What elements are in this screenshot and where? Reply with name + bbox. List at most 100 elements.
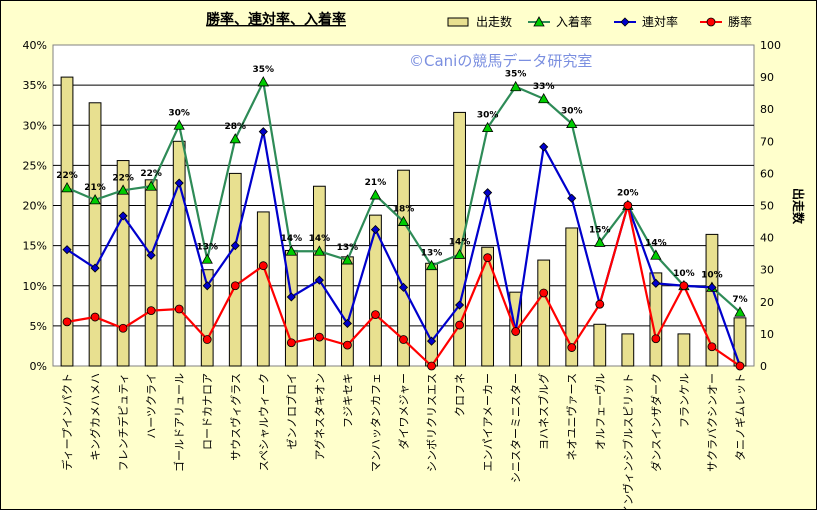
right-tick-label: 90 bbox=[760, 71, 774, 84]
line-point bbox=[734, 306, 746, 317]
left-tick-label: 15% bbox=[23, 240, 47, 253]
x-tick-label: スペシャルウィーク bbox=[257, 373, 270, 471]
line-point bbox=[174, 178, 184, 188]
right-axis-ticks: 0 10 20 30 40 50 60 70 80 90 100 bbox=[760, 39, 781, 373]
line-point bbox=[453, 248, 466, 259]
bar bbox=[144, 179, 158, 367]
data-label: 14% bbox=[449, 237, 471, 247]
x-tick-label: フジキセキ bbox=[341, 373, 354, 428]
data-label: 21% bbox=[84, 183, 106, 193]
left-axis-ticks: 0% 5% 10% 15% 20% 25% 30% 35% 40% bbox=[23, 39, 47, 373]
x-tick-label: フランケル bbox=[678, 373, 691, 428]
data-label: 20% bbox=[617, 189, 639, 199]
line-point bbox=[202, 335, 212, 344]
data-label: 28% bbox=[224, 122, 246, 132]
x-tick-label: アグネスタキオン bbox=[312, 373, 326, 460]
bar bbox=[256, 211, 270, 367]
chart-title: 勝率、連対率、入着率 bbox=[206, 11, 346, 28]
data-label: 30% bbox=[561, 107, 583, 117]
data-label: 14% bbox=[645, 238, 667, 248]
x-tick-label: ゴールドアリュール bbox=[172, 373, 186, 472]
left-tick-label: 20% bbox=[23, 200, 47, 213]
line-point bbox=[285, 245, 298, 256]
left-tick-label: 0% bbox=[30, 360, 47, 373]
grid bbox=[53, 84, 754, 327]
line-point bbox=[118, 323, 128, 333]
line-point bbox=[118, 211, 128, 221]
line-point bbox=[455, 320, 464, 330]
right-tick-label: 0 bbox=[760, 360, 767, 373]
line-point bbox=[229, 133, 241, 144]
line-point bbox=[369, 189, 382, 200]
x-tick-label: キングカメハメハ bbox=[88, 373, 102, 461]
legend: 出走数 入着率 連対率 勝率 bbox=[447, 14, 752, 29]
legend-label: 連対率 bbox=[642, 14, 678, 29]
line-point bbox=[594, 236, 606, 247]
bar bbox=[425, 262, 438, 367]
line-point bbox=[62, 245, 72, 255]
left-tick-label: 10% bbox=[23, 280, 47, 293]
bar bbox=[733, 317, 747, 367]
x-tick-label: ダンスインザダーク bbox=[649, 373, 663, 472]
line-point bbox=[483, 253, 493, 263]
x-tick-label: サウスヴィグラス bbox=[228, 373, 242, 461]
data-label: 18% bbox=[393, 205, 415, 215]
line-point bbox=[399, 335, 408, 344]
bar bbox=[537, 259, 551, 367]
line-point bbox=[426, 336, 437, 346]
line-point bbox=[595, 299, 605, 309]
line-point bbox=[539, 142, 549, 152]
data-label: 14% bbox=[281, 234, 303, 244]
line-point bbox=[146, 250, 156, 260]
line-point bbox=[62, 317, 72, 327]
line-point bbox=[146, 306, 156, 316]
line-point bbox=[651, 334, 661, 344]
line-point bbox=[230, 281, 240, 291]
line-point bbox=[313, 245, 326, 256]
line-point bbox=[483, 188, 493, 198]
data-label: 22% bbox=[140, 169, 162, 179]
left-tick-label: 25% bbox=[23, 159, 47, 172]
x-tick-label: ヨハネスブルグ bbox=[537, 373, 551, 450]
x-tick-label: ハーツクライ bbox=[145, 373, 158, 439]
line-point bbox=[61, 182, 73, 193]
data-label: 10% bbox=[673, 269, 695, 279]
legend-item: 出走数 bbox=[447, 14, 512, 29]
legend-label: 出走数 bbox=[476, 14, 512, 29]
data-label: 13% bbox=[337, 243, 359, 253]
right-tick-label: 60 bbox=[760, 167, 774, 180]
annotations: 22% 21% 22% 22% 30% 13% 28% 35% 14% 14% 13% 21% 18% 1… bbox=[56, 65, 747, 305]
line-point bbox=[314, 332, 324, 342]
bar bbox=[200, 269, 214, 367]
x-tick-label: タニノギムレット bbox=[734, 373, 747, 461]
line-point bbox=[397, 215, 410, 226]
bar bbox=[481, 246, 495, 367]
line-point bbox=[567, 193, 577, 203]
x-tick-label: ネオユニヴァース bbox=[565, 373, 579, 460]
line-point bbox=[341, 254, 354, 265]
legend-item: 連対率 bbox=[614, 14, 678, 29]
line-point bbox=[145, 180, 157, 191]
bar bbox=[369, 214, 382, 367]
x-tick-label: クロフネ bbox=[454, 373, 467, 417]
x-tick-label: シンボリクリスエス bbox=[426, 373, 439, 472]
data-label: 15% bbox=[589, 225, 611, 235]
line-point bbox=[511, 327, 521, 336]
line-point bbox=[90, 263, 100, 273]
line-point bbox=[202, 281, 212, 291]
line-point bbox=[342, 318, 352, 329]
right-tick-label: 80 bbox=[760, 103, 774, 116]
line-point bbox=[539, 288, 549, 298]
left-tick-label: 40% bbox=[23, 39, 47, 52]
line-point bbox=[371, 310, 380, 320]
x-tick-label: ディープインパクト bbox=[60, 373, 74, 471]
line-point bbox=[398, 282, 409, 292]
line-point bbox=[427, 361, 436, 371]
left-tick-label: 30% bbox=[23, 119, 47, 132]
bar bbox=[116, 160, 130, 367]
data-label: 30% bbox=[168, 108, 190, 118]
line-point bbox=[538, 92, 550, 104]
data-label: 35% bbox=[253, 65, 275, 75]
bar bbox=[649, 272, 663, 367]
